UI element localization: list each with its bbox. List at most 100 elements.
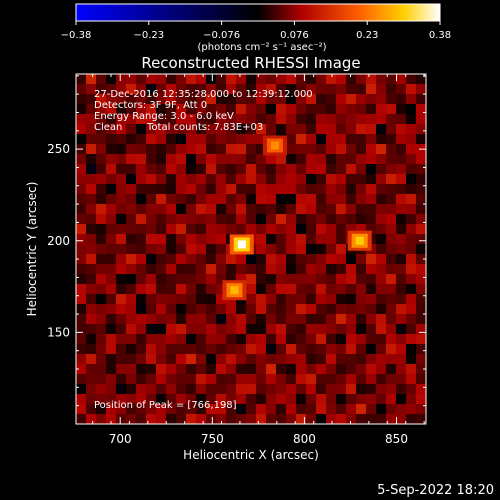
heatmap-cell — [346, 334, 356, 344]
heatmap-cell — [146, 204, 156, 214]
heatmap-cell — [156, 94, 166, 104]
heatmap-cell — [186, 264, 196, 274]
heatmap-cell — [226, 194, 236, 204]
heatmap-cell — [186, 154, 196, 164]
peak-center — [230, 286, 239, 295]
heatmap-cell — [386, 94, 396, 104]
heatmap-cell — [406, 154, 416, 164]
heatmap-cell — [296, 214, 306, 224]
heatmap-cell — [196, 414, 206, 424]
heatmap-cell — [176, 114, 186, 124]
heatmap-cell — [236, 224, 246, 234]
heatmap-cell — [196, 284, 206, 294]
heatmap-cell — [166, 124, 176, 134]
heatmap-cell — [296, 104, 306, 114]
heatmap-cell — [126, 364, 136, 374]
heatmap-cell — [186, 384, 196, 394]
heatmap-cell — [266, 164, 276, 174]
heatmap-cell — [96, 164, 106, 174]
heatmap-cell — [286, 314, 296, 324]
heatmap-cell — [226, 94, 236, 104]
heatmap-cell — [286, 214, 296, 224]
heatmap-cell — [166, 104, 176, 114]
heatmap-cell — [216, 184, 226, 194]
heatmap-cell — [356, 114, 366, 124]
heatmap-cell — [86, 304, 96, 314]
heatmap-cell — [396, 354, 406, 364]
heatmap-cell — [346, 194, 356, 204]
heatmap-cell — [376, 374, 386, 384]
heatmap-cell — [376, 254, 386, 264]
heatmap-cell — [136, 174, 146, 184]
heatmap-cell — [146, 324, 156, 334]
heatmap-cell — [76, 284, 86, 294]
heatmap-cell — [126, 194, 136, 204]
heatmap-cell — [286, 404, 296, 414]
heatmap-cell — [76, 124, 86, 134]
heatmap-cell — [236, 404, 246, 414]
heatmap-cell — [316, 124, 326, 134]
heatmap-cell — [356, 194, 366, 204]
heatmap-cell — [116, 244, 126, 254]
heatmap-cell — [256, 364, 266, 374]
heatmap-cell — [146, 404, 156, 414]
heatmap-cell — [216, 104, 226, 114]
heatmap-cell — [276, 184, 286, 194]
heatmap-cell — [126, 214, 136, 224]
heatmap-cell — [86, 334, 96, 344]
heatmap-cell — [226, 384, 236, 394]
heatmap-cell — [296, 274, 306, 284]
heatmap-cell — [226, 84, 236, 94]
heatmap-cell — [316, 144, 326, 154]
heatmap-cell — [206, 234, 216, 244]
heatmap-cell — [336, 414, 346, 424]
heatmap-cell — [106, 244, 116, 254]
heatmap-cell — [236, 214, 246, 224]
heatmap-cell — [96, 74, 106, 84]
heatmap-cell — [196, 114, 206, 124]
heatmap-cell — [416, 324, 426, 334]
heatmap-cell — [376, 354, 386, 364]
heatmap-cell — [266, 394, 276, 404]
heatmap-cell — [406, 204, 416, 214]
heatmap-cell — [76, 384, 86, 394]
heatmap-cell — [326, 264, 336, 274]
heatmap-cell — [136, 224, 146, 234]
heatmap-cell — [116, 224, 126, 234]
heatmap-cell — [226, 154, 236, 164]
heatmap-cell — [116, 284, 126, 294]
heatmap-cell — [336, 244, 346, 254]
heatmap-cell — [246, 214, 256, 224]
heatmap-cell — [136, 244, 146, 254]
heatmap-cell — [146, 304, 156, 314]
heatmap-cell — [106, 384, 116, 394]
heatmap-cell — [86, 194, 96, 204]
heatmap-cell — [396, 264, 406, 274]
heatmap-cell — [266, 324, 276, 334]
heatmap-cell — [246, 354, 256, 364]
heatmap-cell — [96, 104, 106, 114]
heatmap-cell — [126, 294, 136, 304]
heatmap-cell — [376, 74, 386, 84]
heatmap-cell — [266, 204, 276, 214]
heatmap-cell — [206, 124, 216, 134]
heatmap-cell — [116, 304, 126, 314]
heatmap-cell — [336, 364, 346, 374]
heatmap-cell — [166, 304, 176, 314]
heatmap-cell — [226, 354, 236, 364]
heatmap-cell — [86, 104, 96, 114]
heatmap-cell — [296, 174, 306, 184]
heatmap-cell — [146, 74, 156, 84]
heatmap-cell — [96, 314, 106, 324]
heatmap-cell — [306, 304, 316, 314]
heatmap-cell — [296, 344, 306, 354]
heatmap-cell — [416, 254, 426, 264]
heatmap-cell — [336, 74, 346, 84]
heatmap-cell — [366, 364, 376, 374]
heatmap-cell — [156, 224, 166, 234]
heatmap-cell — [246, 154, 256, 164]
heatmap-cell — [116, 114, 126, 124]
heatmap-cell — [246, 384, 256, 394]
heatmap-cell — [326, 234, 336, 244]
heatmap-cell — [126, 144, 136, 154]
